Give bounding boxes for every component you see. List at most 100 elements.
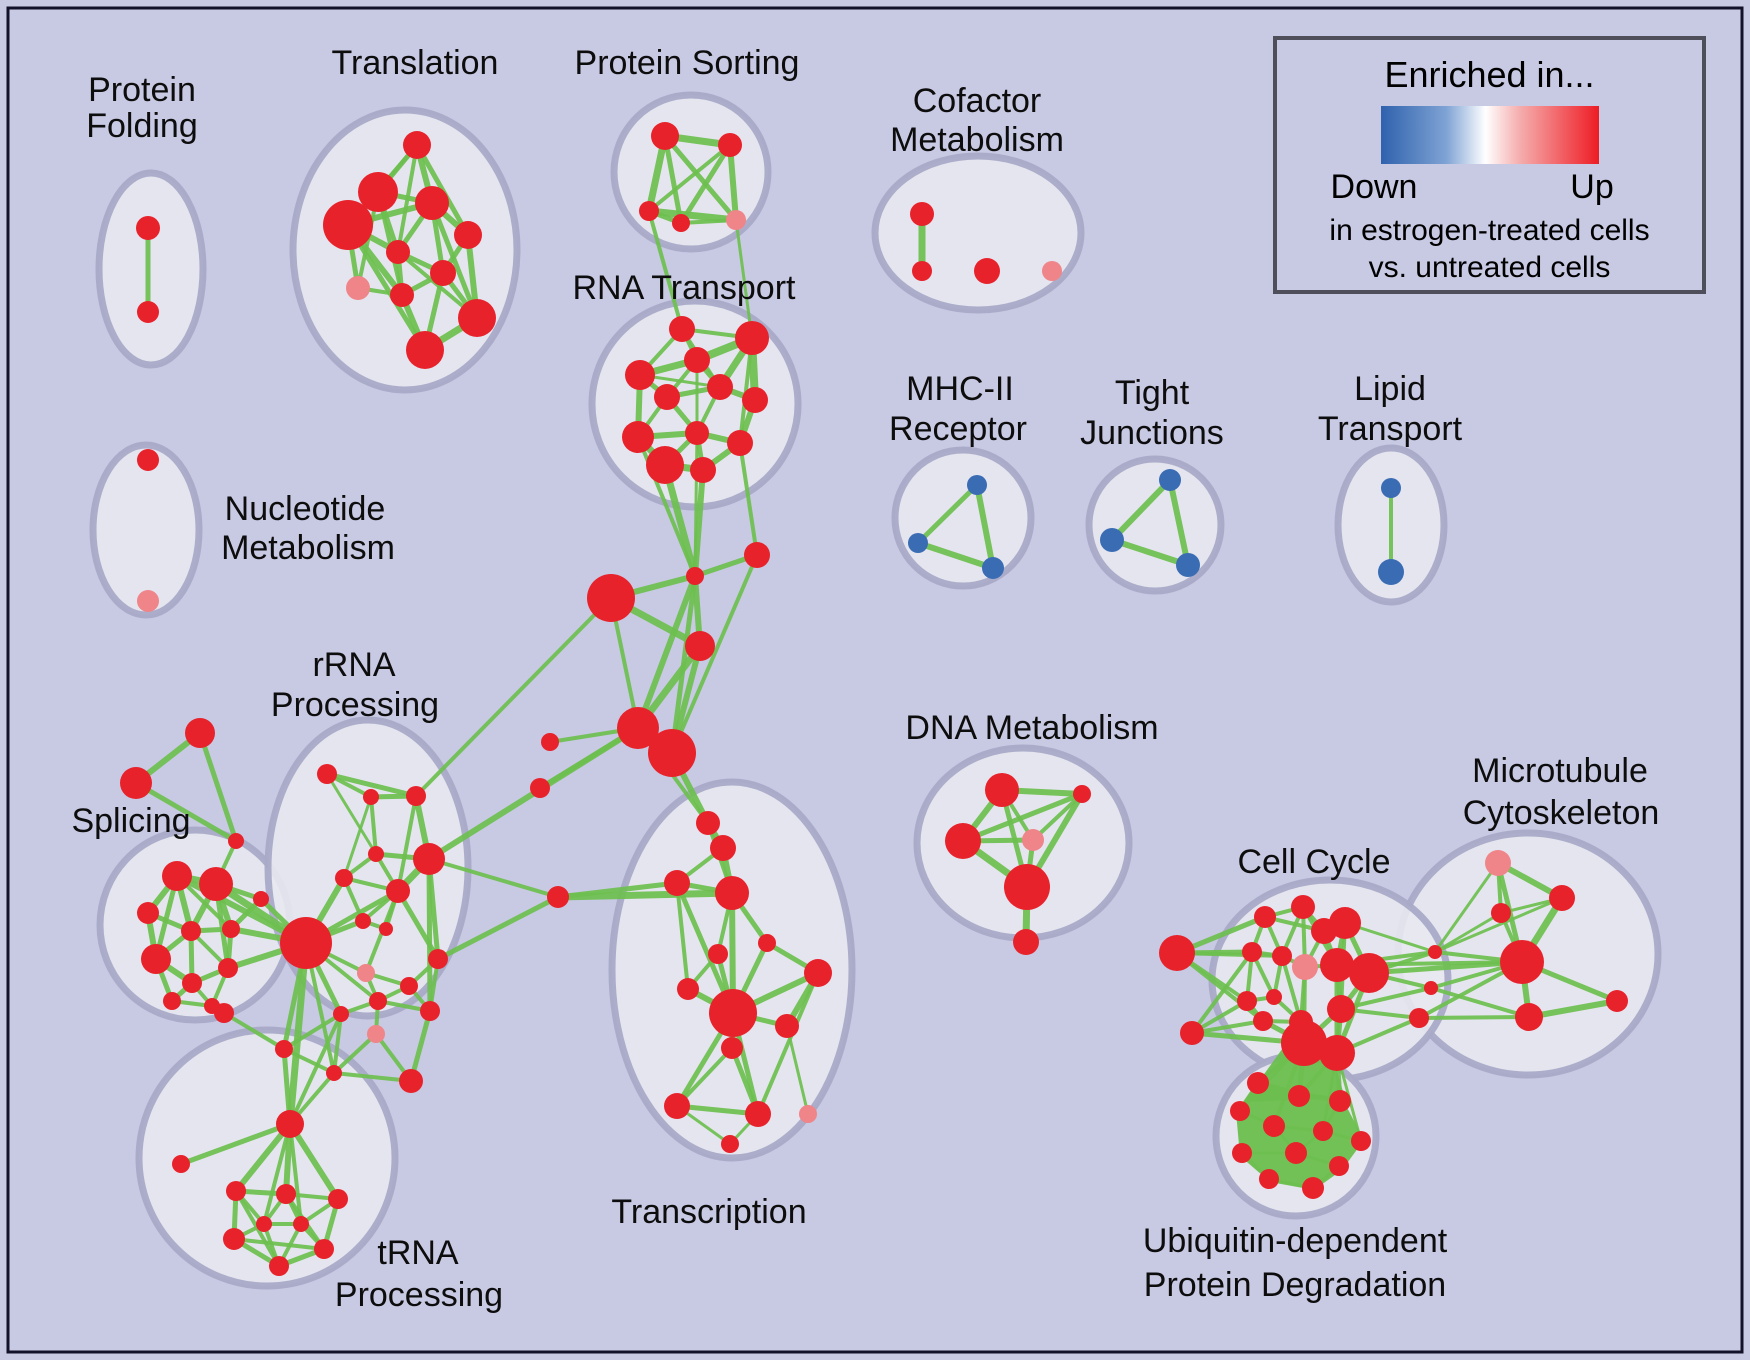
gene-set-node-cc-6: [1242, 942, 1262, 962]
cluster-label-cf-1: Metabolism: [890, 121, 1064, 159]
gene-set-node-rt-1: [735, 321, 769, 355]
gene-set-node-cc-12: [1266, 989, 1282, 1005]
network-edge: [647, 143, 732, 213]
gene-set-node-ub-6: [1351, 1131, 1371, 1151]
gene-set-node-rt-6: [742, 387, 768, 413]
network-edge: [133, 780, 239, 844]
gene-set-node-pf-1: [137, 301, 159, 323]
cluster-ellipse-pf: [95, 169, 207, 369]
gene-set-node-rr-20: [214, 1003, 234, 1023]
network-edge: [414, 596, 613, 798]
cluster-label-pf-1: Folding: [86, 107, 198, 145]
gene-set-node-tn-1: [172, 1155, 190, 1173]
gene-set-node-rt-4: [707, 374, 733, 400]
network-edge: [324, 771, 419, 799]
gene-set-node-dn-2: [945, 823, 981, 859]
network-edge: [178, 1121, 293, 1167]
gene-set-node-dn-4: [1004, 864, 1050, 910]
gene-set-node-lp-1: [1378, 559, 1404, 585]
gene-set-node-cc-16: [1319, 1035, 1355, 1071]
gene-set-node-rr-3: [406, 786, 426, 806]
network-edge: [1429, 986, 1531, 1019]
gene-set-node-sp-12: [163, 992, 181, 1010]
gene-set-node-tr-5: [386, 240, 410, 264]
network-edge: [734, 218, 754, 340]
network-edge: [756, 971, 820, 1116]
gene-set-node-tx-4: [708, 944, 728, 964]
network-edge: [282, 1012, 343, 1051]
network-edge: [288, 1012, 343, 1126]
gene-set-node-tx-2: [664, 870, 690, 896]
gene-set-node-sp-7: [222, 920, 240, 938]
gene-set-node-ub-10: [1259, 1169, 1279, 1189]
gene-set-node-mh-1: [908, 533, 928, 553]
gene-set-node-rr-7: [379, 922, 393, 936]
gene-set-node-rr-1: [317, 764, 337, 784]
gene-set-node-ub-4: [1263, 1115, 1285, 1137]
network-edge: [727, 142, 739, 223]
gene-set-node-sp-3: [162, 861, 192, 891]
cluster-label-cf-0: Cofactor: [913, 82, 1042, 120]
cluster-label-lp-0: Lipid: [1354, 370, 1426, 408]
gene-set-node-sp-9: [141, 944, 171, 974]
gene-set-node-tx-12: [745, 1101, 771, 1127]
gene-set-node-ch-0: [686, 567, 704, 585]
legend-title: Enriched in...: [1384, 54, 1595, 95]
network-edge: [427, 857, 560, 899]
gene-set-node-ps-2: [639, 201, 659, 221]
cluster-label-mh-1: Receptor: [889, 410, 1027, 448]
gene-set-node-cc-1: [1180, 1021, 1204, 1045]
gene-set-node-mt-6: [1428, 945, 1442, 959]
gene-set-node-sp-10: [182, 973, 202, 993]
legend-down-label: Down: [1330, 168, 1418, 206]
cluster-label-lp-1: Transport: [1318, 410, 1463, 448]
gene-set-node-cc-13: [1253, 1011, 1273, 1031]
gene-set-node-cf-3: [1042, 261, 1062, 281]
gene-set-node-tr-0: [403, 131, 431, 159]
gene-set-node-rr-19: [399, 1069, 423, 1093]
gene-set-node-tn-5: [223, 1228, 245, 1250]
network-edge: [785, 1024, 810, 1116]
cluster-ellipse-ps: [610, 91, 772, 253]
network-edge: [915, 540, 996, 571]
network-edge: [1526, 998, 1620, 1020]
network-edge: [1433, 896, 1564, 954]
gene-set-node-ub-2: [1329, 1090, 1351, 1112]
gene-set-node-tx-5: [758, 934, 776, 952]
gene-set-node-sp-4: [199, 867, 233, 901]
cluster-label-tj-1: Junctions: [1080, 414, 1224, 452]
gene-set-node-ch-2: [587, 574, 635, 622]
gene-set-node-rt-5: [654, 384, 680, 410]
gene-set-node-mt-2: [1491, 903, 1511, 923]
gene-set-node-ub-7: [1232, 1143, 1252, 1163]
gene-set-node-tx-14: [721, 1135, 739, 1153]
gene-set-node-nm-0: [137, 449, 159, 471]
gene-set-node-rt-10: [646, 446, 684, 484]
cluster-label-rt-0: RNA Transport: [573, 269, 797, 307]
gene-set-node-ch-6: [541, 733, 559, 751]
network-edge: [662, 133, 739, 223]
gene-set-node-pf-0: [136, 216, 160, 240]
gene-set-node-rt-11: [690, 457, 716, 483]
gene-set-node-dn-0: [985, 773, 1019, 807]
gene-set-node-cc-15: [1281, 1020, 1327, 1066]
gene-set-node-cc-7: [1272, 946, 1292, 966]
network-edge: [1190, 950, 1254, 1035]
gene-set-node-rt-2: [684, 347, 710, 373]
gene-set-node-rr-13: [333, 1006, 349, 1022]
gene-set-node-ub-0: [1247, 1072, 1269, 1094]
network-edge: [675, 1046, 734, 1108]
gene-set-node-cc-5: [1329, 907, 1361, 939]
gene-set-node-tn-3: [276, 1184, 296, 1204]
network-edge: [282, 1047, 336, 1075]
legend-subline-2: vs. untreated cells: [1368, 251, 1611, 284]
cluster-ellipse-cf: [871, 152, 1085, 314]
gene-set-node-ub-1: [1288, 1085, 1310, 1107]
cluster-label-mt-1: Cytoskeleton: [1463, 794, 1660, 832]
gene-set-node-tn-6: [314, 1239, 334, 1259]
cluster-label-ub-1: Protein Degradation: [1144, 1266, 1446, 1304]
gene-set-node-sp-1: [120, 767, 152, 799]
gene-set-node-tn-2: [226, 1181, 246, 1201]
